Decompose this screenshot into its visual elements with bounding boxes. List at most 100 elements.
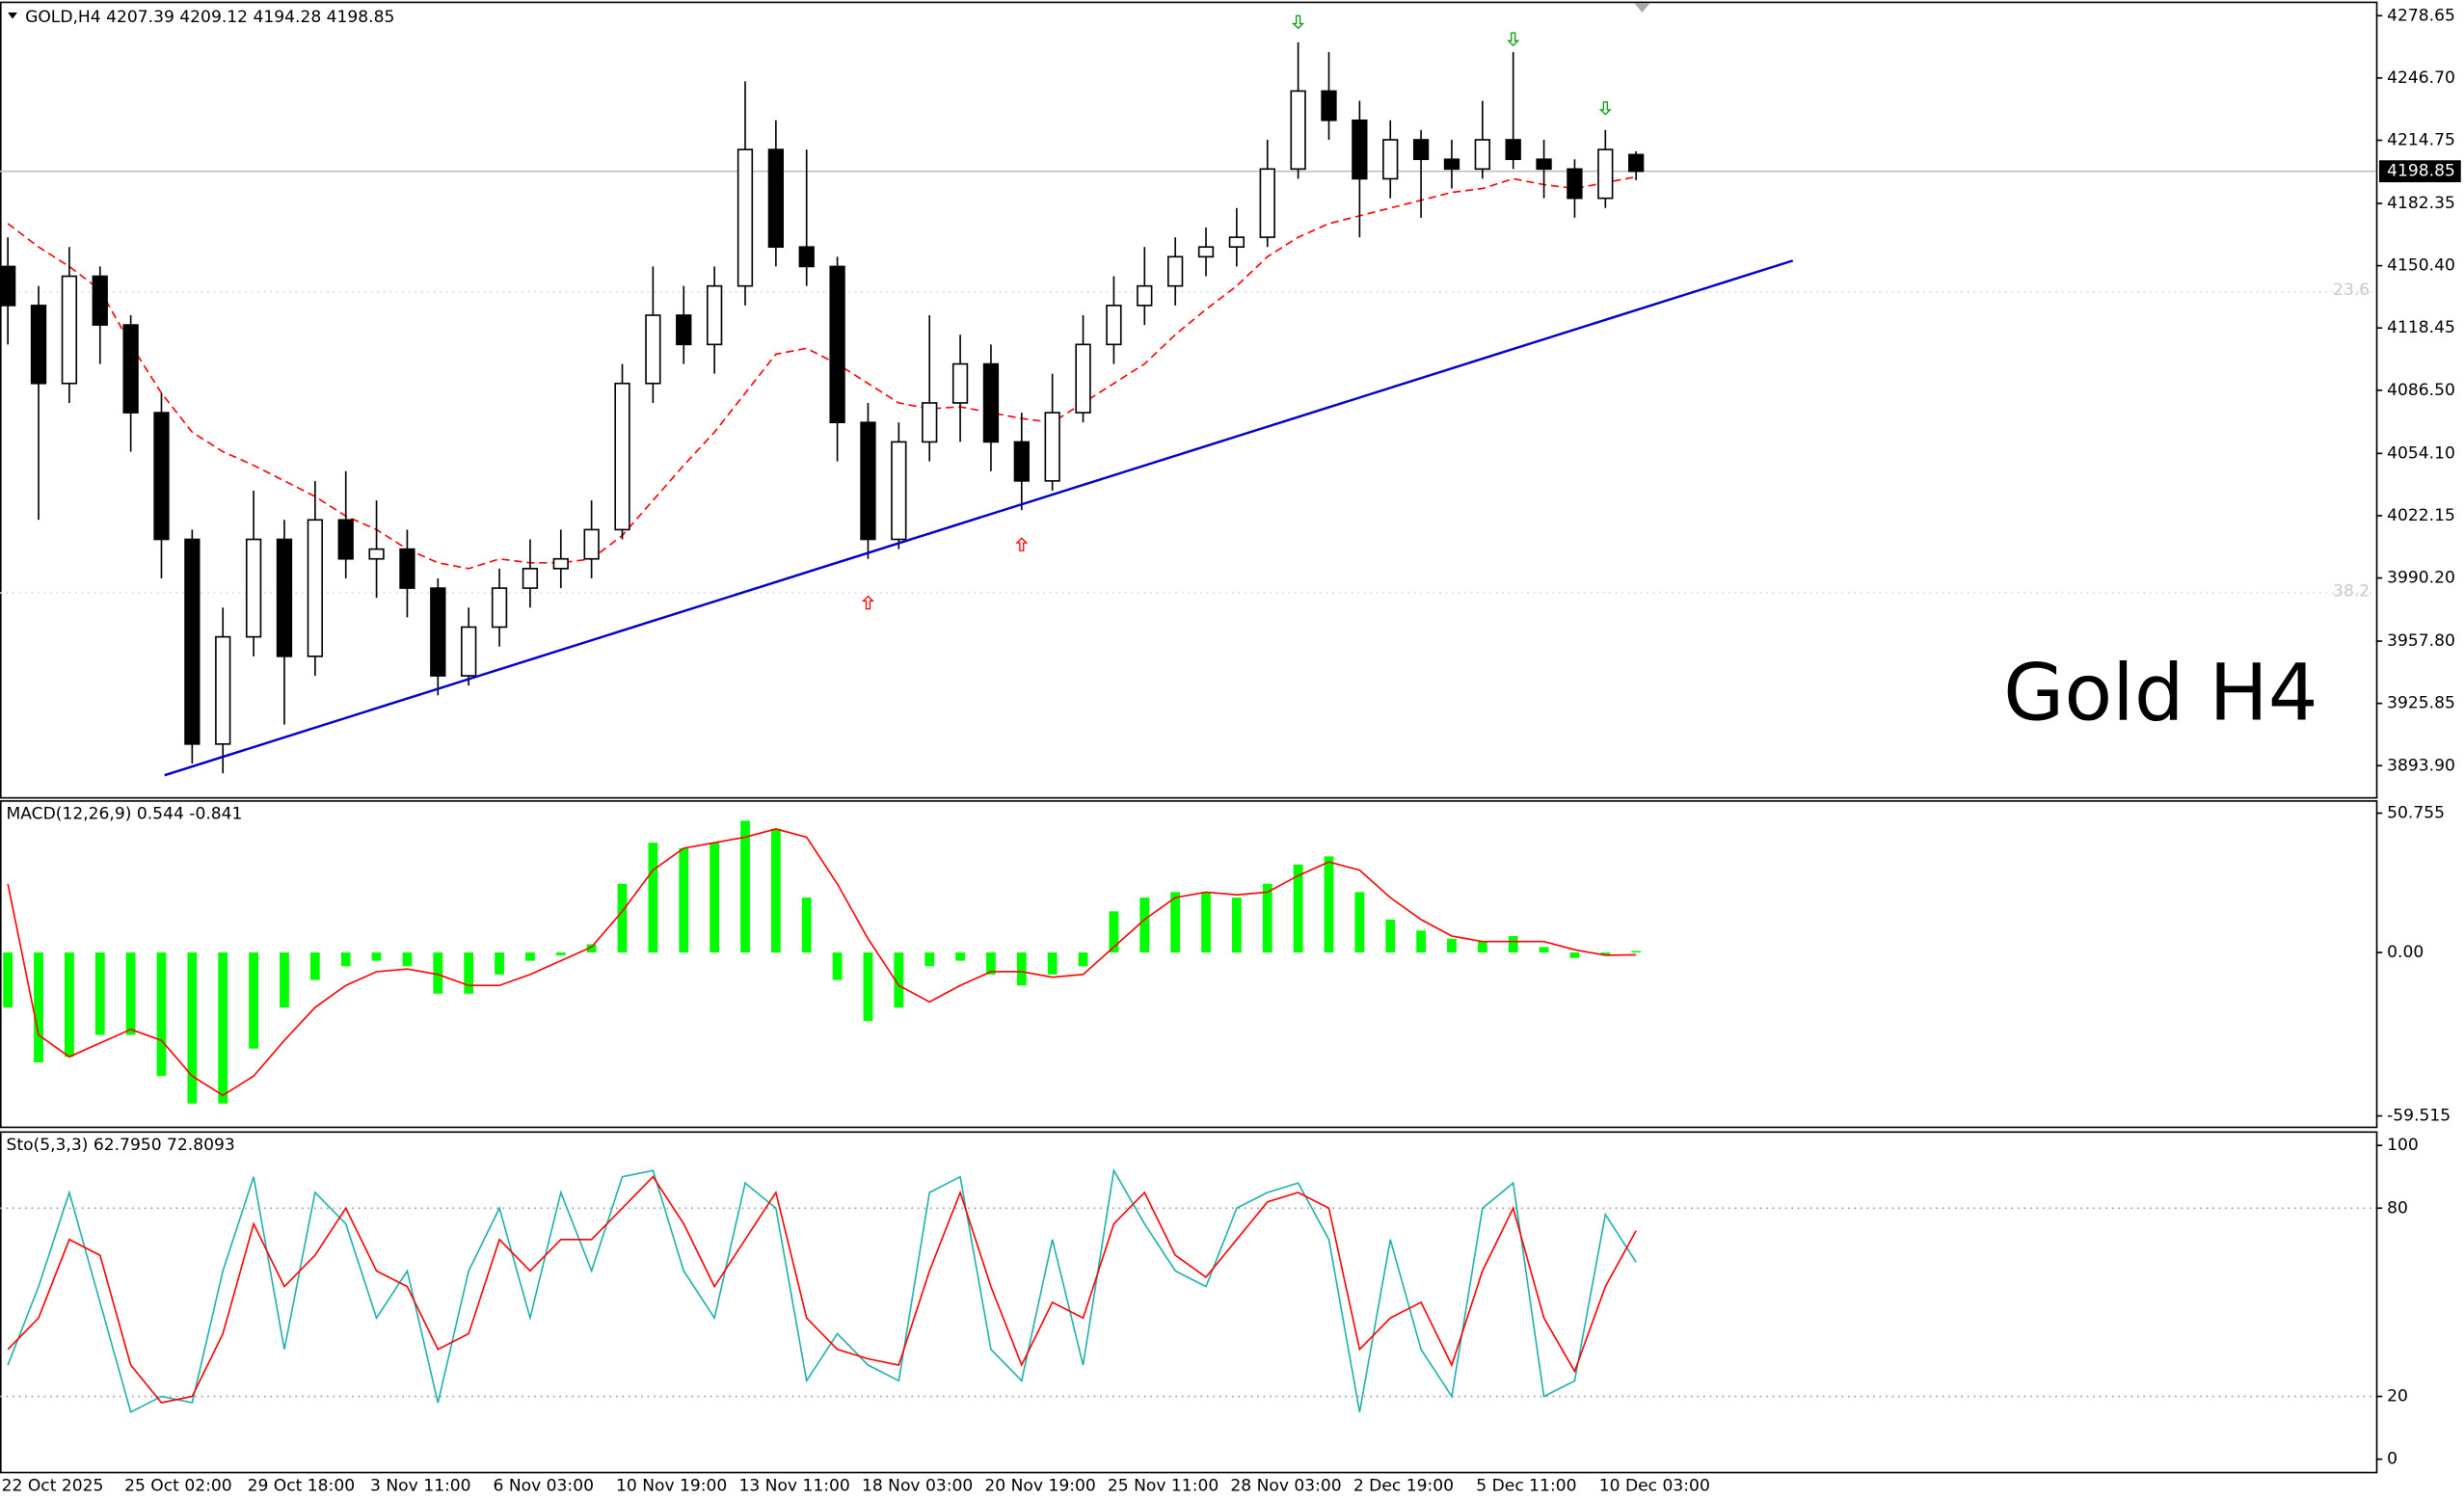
candle-body <box>1137 284 1153 307</box>
candle-body <box>552 557 569 570</box>
macd-bar <box>156 952 167 1077</box>
candle-body <box>491 587 508 629</box>
x-tick-label: 25 Oct 02:00 <box>124 1476 232 1495</box>
y-tick-label: 4118.45 <box>2387 318 2455 337</box>
macd-bar <box>402 952 413 967</box>
macd-bar <box>464 952 474 994</box>
macd-bar <box>94 952 105 1035</box>
last-price-label: 4198.85 <box>2387 162 2455 181</box>
candle-body <box>30 305 47 385</box>
macd-bar <box>710 843 720 953</box>
macd-bar <box>1477 941 1487 953</box>
macd-bar <box>770 828 781 953</box>
candle-body <box>1352 119 1368 180</box>
candle-body <box>1628 153 1645 173</box>
macd-bar <box>1170 892 1181 953</box>
candle-body <box>245 538 262 638</box>
candle-body <box>1228 236 1245 249</box>
macd-bar <box>617 883 628 953</box>
candle-body <box>951 362 969 404</box>
macd-bar <box>1385 919 1396 953</box>
candle-body <box>798 246 815 268</box>
chart-title: GOLD,H4 4207.39 4209.12 4194.28 4198.85 <box>25 8 394 27</box>
y-tick-label: -59.515 <box>2387 1107 2451 1126</box>
macd-bar <box>1047 952 1058 975</box>
candle-body <box>583 528 600 560</box>
macd-title: MACD(12,26,9) 0.544 -0.841 <box>7 805 243 824</box>
macd-bar <box>679 847 689 953</box>
candle-body <box>1259 168 1275 238</box>
candle-body <box>767 148 785 249</box>
candle-body <box>860 421 876 541</box>
level-label: 38.2 <box>2333 582 2370 602</box>
y-tick-label: 4150.40 <box>2387 256 2455 276</box>
x-tick-label: 20 Nov 19:00 <box>984 1476 1095 1495</box>
candle-body <box>122 324 139 414</box>
macd-bar <box>1631 951 1642 953</box>
x-tick-label: 28 Nov 03:00 <box>1230 1476 1341 1495</box>
y-tick-label: 4278.65 <box>2387 6 2455 25</box>
macd-bar <box>555 952 566 955</box>
candle-body <box>215 635 231 745</box>
x-tick-label: 22 Oct 2025 <box>2 1476 104 1495</box>
candle-body <box>153 412 170 541</box>
y-tick-label: 4182.35 <box>2387 194 2455 213</box>
last-price-box <box>2378 160 2461 183</box>
x-tick-label: 10 Dec 03:00 <box>1599 1476 1710 1495</box>
macd-panel <box>0 800 2378 1129</box>
candle-body <box>1536 158 1552 171</box>
macd-bar <box>1569 952 1580 958</box>
macd-bar <box>894 952 904 1008</box>
candle-body <box>922 402 938 443</box>
macd-signal <box>7 828 1637 1097</box>
candle-body <box>1597 148 1614 200</box>
stoch-main <box>7 1167 1637 1414</box>
macd-bar <box>1539 947 1549 953</box>
shift-marker <box>1634 3 1650 13</box>
y-tick-label: 4214.75 <box>2387 131 2455 150</box>
macd-bar <box>955 952 965 961</box>
annotation: Gold H4 <box>2003 648 2317 739</box>
y-tick-label: 80 <box>2387 1198 2408 1218</box>
candle-body <box>184 538 201 745</box>
candle-body <box>1567 168 1583 200</box>
candle-body <box>614 382 630 531</box>
x-tick-label: 10 Nov 19:00 <box>616 1476 727 1495</box>
macd-bar <box>1016 952 1027 986</box>
y-tick-label: 3925.85 <box>2387 694 2455 713</box>
macd-bar <box>832 952 843 980</box>
macd-bar <box>1262 883 1272 953</box>
macd-bar <box>1416 930 1426 953</box>
macd-bar <box>586 944 597 953</box>
y-tick-label: 4022.15 <box>2387 506 2455 525</box>
macd-bar <box>986 952 996 975</box>
candle-body <box>307 519 323 657</box>
macd-bar <box>187 952 198 1104</box>
macd-bar <box>525 952 535 961</box>
candle-body <box>1106 305 1122 346</box>
macd-bar <box>1232 897 1242 953</box>
menu-arrow <box>8 13 17 19</box>
macd-bar <box>1324 856 1334 953</box>
macd-bar <box>371 952 382 961</box>
trendline <box>164 259 1794 777</box>
y-tick-label: 20 <box>2387 1387 2408 1406</box>
stoch-signal <box>7 1175 1637 1404</box>
candle-body <box>399 548 415 589</box>
candle-body <box>1443 158 1460 171</box>
macd-bar <box>924 952 935 967</box>
candle-body <box>461 626 477 677</box>
y-tick-label: 3893.90 <box>2387 756 2455 775</box>
moving-average <box>7 175 1637 570</box>
candle-body <box>276 538 293 657</box>
candle-body <box>737 148 754 287</box>
x-tick-label: 6 Nov 03:00 <box>494 1476 594 1495</box>
candle-body <box>1075 343 1091 414</box>
y-tick-label: 0 <box>2387 1450 2397 1469</box>
macd-bar <box>1078 952 1088 967</box>
stoch-title: Sto(5,3,3) 62.7950 72.8093 <box>7 1136 235 1155</box>
candle-body <box>1044 412 1060 482</box>
candle-body <box>1290 90 1306 171</box>
